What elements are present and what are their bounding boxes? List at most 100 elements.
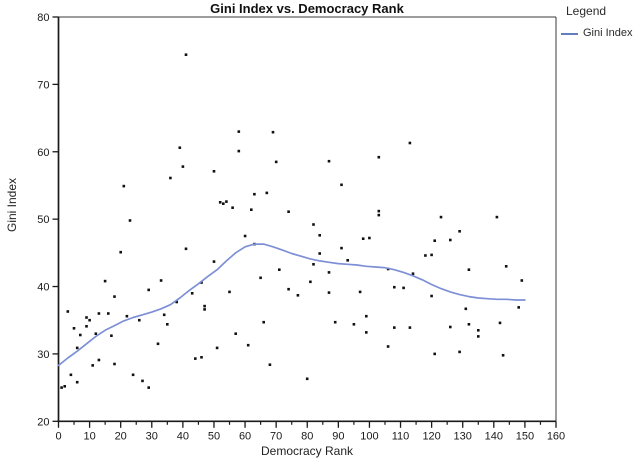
scatter-point xyxy=(72,327,76,330)
scatter-point xyxy=(253,192,256,196)
scatter-point xyxy=(156,342,160,346)
scatter-point xyxy=(97,312,101,315)
x-tick-label: 120 xyxy=(422,430,440,442)
scatter-point xyxy=(60,386,63,389)
scatter-point xyxy=(504,265,508,268)
scatter-point xyxy=(63,385,66,388)
scatter-point xyxy=(495,215,499,219)
scatter-point xyxy=(222,202,225,205)
scatter-point xyxy=(346,259,349,262)
scatter-point xyxy=(91,364,94,367)
scatter-point xyxy=(433,352,436,356)
x-tick-label: 70 xyxy=(270,430,282,442)
scatter-point xyxy=(147,386,150,389)
scatter-point xyxy=(408,141,412,145)
scatter-point xyxy=(66,310,70,313)
y-tick-label: 30 xyxy=(37,349,49,361)
scatter-point xyxy=(113,295,116,298)
scatter-point xyxy=(411,272,415,275)
scatter-point xyxy=(234,332,237,335)
scatter-point xyxy=(501,354,505,357)
scatter-point xyxy=(85,325,88,328)
y-tick-label: 60 xyxy=(37,147,49,159)
scatter-point xyxy=(333,320,337,324)
y-axis-title: Gini Index xyxy=(5,177,19,233)
scatter-point xyxy=(327,291,331,294)
scatter-point xyxy=(467,323,471,326)
scatter-point xyxy=(69,373,73,377)
scatter-point xyxy=(246,343,250,347)
scatter-point xyxy=(498,321,502,325)
scatter-point xyxy=(122,184,126,188)
scatter-point xyxy=(200,281,203,284)
scatter-point xyxy=(110,334,113,337)
scatter-point xyxy=(287,210,290,213)
scatter-point xyxy=(520,279,524,282)
scatter-point xyxy=(262,320,265,324)
scatter-point xyxy=(125,314,129,318)
scatter-point xyxy=(79,333,82,337)
y-tick-label: 20 xyxy=(37,416,49,428)
scatter-point xyxy=(361,237,365,240)
scatter-point xyxy=(430,294,433,298)
scatter-point xyxy=(175,300,178,304)
y-tick-label: 70 xyxy=(37,79,49,91)
scatter-point xyxy=(402,286,405,290)
scatter-point xyxy=(190,292,194,295)
scatter-point xyxy=(268,363,272,366)
scatter-point xyxy=(477,335,480,338)
scatter-point xyxy=(449,325,452,329)
scatter-point xyxy=(184,53,188,56)
scatter-point xyxy=(393,326,396,329)
x-tick-label: 20 xyxy=(115,430,127,442)
scatter-point xyxy=(237,130,241,133)
legend-entry-label: Gini Index xyxy=(583,27,633,39)
scatter-point xyxy=(194,357,197,360)
scatter-point xyxy=(131,373,135,377)
scatter-point xyxy=(119,250,122,254)
scatter-point xyxy=(88,318,91,322)
scatter-point xyxy=(184,247,188,251)
scatter-point xyxy=(408,326,412,329)
scatter-point xyxy=(365,314,368,318)
scatter-point xyxy=(464,307,468,311)
x-tick-label: 140 xyxy=(485,430,503,442)
scatter-point xyxy=(200,356,203,359)
scatter-point xyxy=(439,215,443,219)
scatter-point xyxy=(237,149,241,153)
scatter-point xyxy=(228,290,231,294)
scatter-point xyxy=(265,191,269,195)
scatter-point xyxy=(159,279,163,282)
scatter-point xyxy=(138,318,141,322)
scatter-point xyxy=(203,304,206,308)
scatter-point xyxy=(458,230,461,233)
y-tick-label: 40 xyxy=(37,282,49,294)
scatter-point xyxy=(243,234,247,238)
scatter-point xyxy=(358,290,362,294)
scatter-point xyxy=(94,332,98,335)
scatter-point xyxy=(340,246,343,250)
y-tick-label: 50 xyxy=(37,214,49,226)
chart-title: Gini Index vs. Democracy Rank xyxy=(210,1,404,16)
x-tick-label: 30 xyxy=(146,430,158,442)
scatter-point xyxy=(128,219,132,222)
scatter-point xyxy=(85,316,88,319)
scatter-point xyxy=(312,263,315,266)
scatter-point xyxy=(318,234,321,237)
scatter-point xyxy=(340,183,343,187)
scatter-point xyxy=(271,130,275,134)
scatter-point xyxy=(107,312,110,315)
x-tick-label: 110 xyxy=(392,430,410,442)
x-axis-title: Democracy Rank xyxy=(260,444,354,458)
scatter-point xyxy=(377,213,381,217)
scatter-point xyxy=(274,160,278,164)
scatter-point xyxy=(327,271,331,274)
scatter-point xyxy=(365,331,368,334)
scatter-point xyxy=(386,345,390,348)
scatter-point xyxy=(225,200,228,203)
y-tick-label: 80 xyxy=(37,12,49,24)
scatter-point xyxy=(430,253,433,257)
scatter-point xyxy=(218,201,222,204)
scatter-point xyxy=(259,276,262,280)
